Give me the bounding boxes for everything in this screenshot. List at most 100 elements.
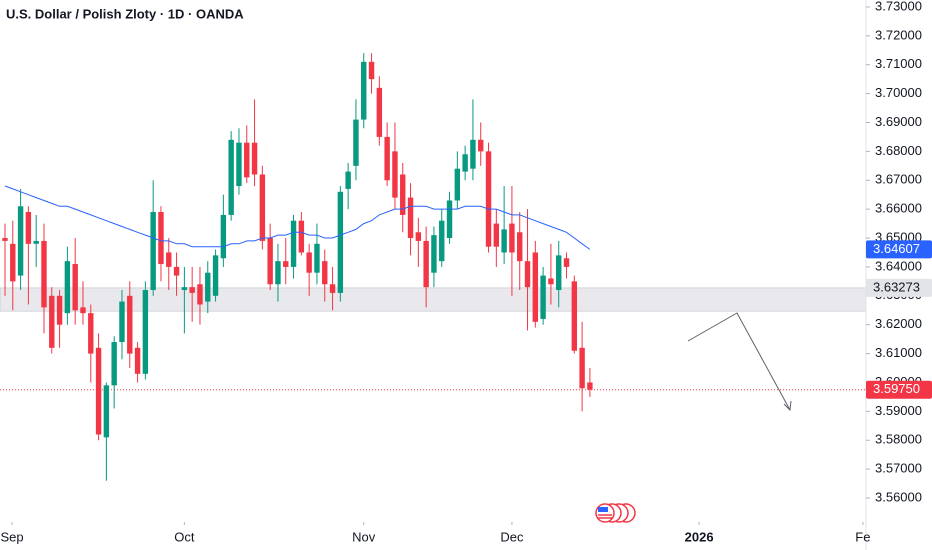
y-tick-label: 3.64000 — [875, 258, 922, 273]
candle-body — [509, 223, 515, 253]
y-tick-label: 3.61000 — [875, 345, 922, 360]
candle-body — [298, 220, 305, 253]
candle-body — [446, 200, 453, 239]
candle-body — [478, 139, 484, 152]
candle-body — [17, 206, 24, 276]
candle-body — [181, 287, 188, 291]
candle-body — [439, 220, 445, 262]
candle-body — [49, 295, 55, 348]
candle-body — [454, 168, 461, 201]
candle-body — [111, 342, 117, 386]
candle-body — [470, 139, 476, 169]
candle-body — [56, 295, 63, 325]
x-tick-label: Fe — [855, 529, 870, 544]
y-tick-label: 3.69000 — [875, 114, 922, 129]
candle-body — [400, 174, 406, 215]
candle-body — [290, 220, 297, 267]
candle-body — [462, 154, 468, 172]
candle-body — [407, 197, 414, 239]
candle-body — [517, 232, 523, 262]
ma-price-label-box — [866, 240, 932, 259]
candle-body — [64, 261, 71, 314]
y-tick-label: 3.67000 — [875, 172, 922, 187]
zone-price-label-box — [866, 278, 932, 297]
candle-body — [556, 255, 562, 291]
candle-body — [423, 240, 429, 288]
y-tick-label: 3.57000 — [875, 461, 922, 476]
x-tick-label: Oct — [174, 529, 195, 544]
y-tick-label: 3.62000 — [875, 316, 922, 331]
candle-body — [353, 119, 359, 166]
x-tick-label: Dec — [500, 529, 524, 544]
candle-body — [244, 142, 250, 178]
candle-body — [197, 284, 203, 305]
candle-body — [322, 261, 328, 285]
candle-body — [540, 275, 546, 319]
candle-body — [134, 347, 141, 374]
candle-body — [228, 139, 234, 215]
candle-body — [236, 142, 242, 187]
candle-body — [166, 252, 172, 267]
candle-body — [33, 240, 39, 244]
candle-body — [563, 258, 570, 267]
candle-body — [368, 61, 375, 80]
candle-body — [119, 301, 125, 343]
candle-body — [220, 214, 227, 259]
last-price-label-box — [866, 380, 932, 399]
candle-body — [127, 295, 133, 354]
candle-body — [384, 136, 390, 181]
y-tick-label: 3.59000 — [875, 403, 922, 418]
candle-body — [376, 87, 383, 137]
last-price-label: 3.59750 — [873, 381, 920, 396]
candle-body — [25, 212, 32, 244]
arrow-head — [783, 400, 792, 412]
moving-average — [4, 185, 591, 250]
candle-body — [571, 281, 578, 351]
candle-body — [267, 238, 273, 285]
candle-body — [10, 243, 16, 282]
y-tick-label: 3.58000 — [875, 432, 922, 447]
plot-area — [0, 53, 866, 481]
y-tick-label: 3.56000 — [875, 489, 922, 504]
candle-body — [431, 235, 437, 273]
candle-body — [283, 261, 289, 267]
candle-body — [212, 255, 219, 296]
candle-body — [587, 382, 593, 390]
candle-body — [150, 212, 156, 291]
candle-body — [337, 191, 344, 293]
candle-body — [392, 151, 398, 198]
chart-title: U.S. Dollar / Polish Zloty · 1D · OANDA — [6, 6, 244, 21]
candle-body — [532, 252, 539, 322]
candle-body — [142, 290, 149, 374]
candle-body — [251, 142, 258, 175]
event-icons — [595, 503, 636, 523]
candle-body — [2, 238, 8, 241]
candle-body — [329, 284, 336, 293]
candle-body — [95, 347, 102, 435]
zone-price-label: 3.63273 — [873, 279, 920, 294]
candle-body — [345, 171, 351, 189]
candle-body — [275, 261, 281, 285]
candle-body — [493, 223, 500, 247]
y-tick-label: 3.73000 — [875, 0, 922, 13]
candle-body — [361, 61, 367, 120]
ma-price-label: 3.64607 — [873, 241, 920, 256]
candle-body — [103, 385, 110, 438]
candle-body — [158, 212, 164, 265]
candle-body — [72, 264, 78, 311]
y-tick-label: 3.70000 — [875, 85, 922, 100]
x-tick-label: 2026 — [685, 529, 714, 544]
candle-body — [501, 229, 507, 253]
x-tick-label: Sep — [0, 529, 23, 544]
candle-body — [88, 313, 94, 354]
candle-body — [259, 174, 266, 241]
y-tick-label: 3.66000 — [875, 201, 922, 216]
x-tick-label: Nov — [352, 529, 376, 544]
candle-body — [306, 252, 312, 273]
candle-body — [189, 287, 195, 293]
y-tick-label: 3.68000 — [875, 143, 922, 158]
candle-body — [80, 307, 86, 314]
candle-body — [548, 278, 554, 285]
